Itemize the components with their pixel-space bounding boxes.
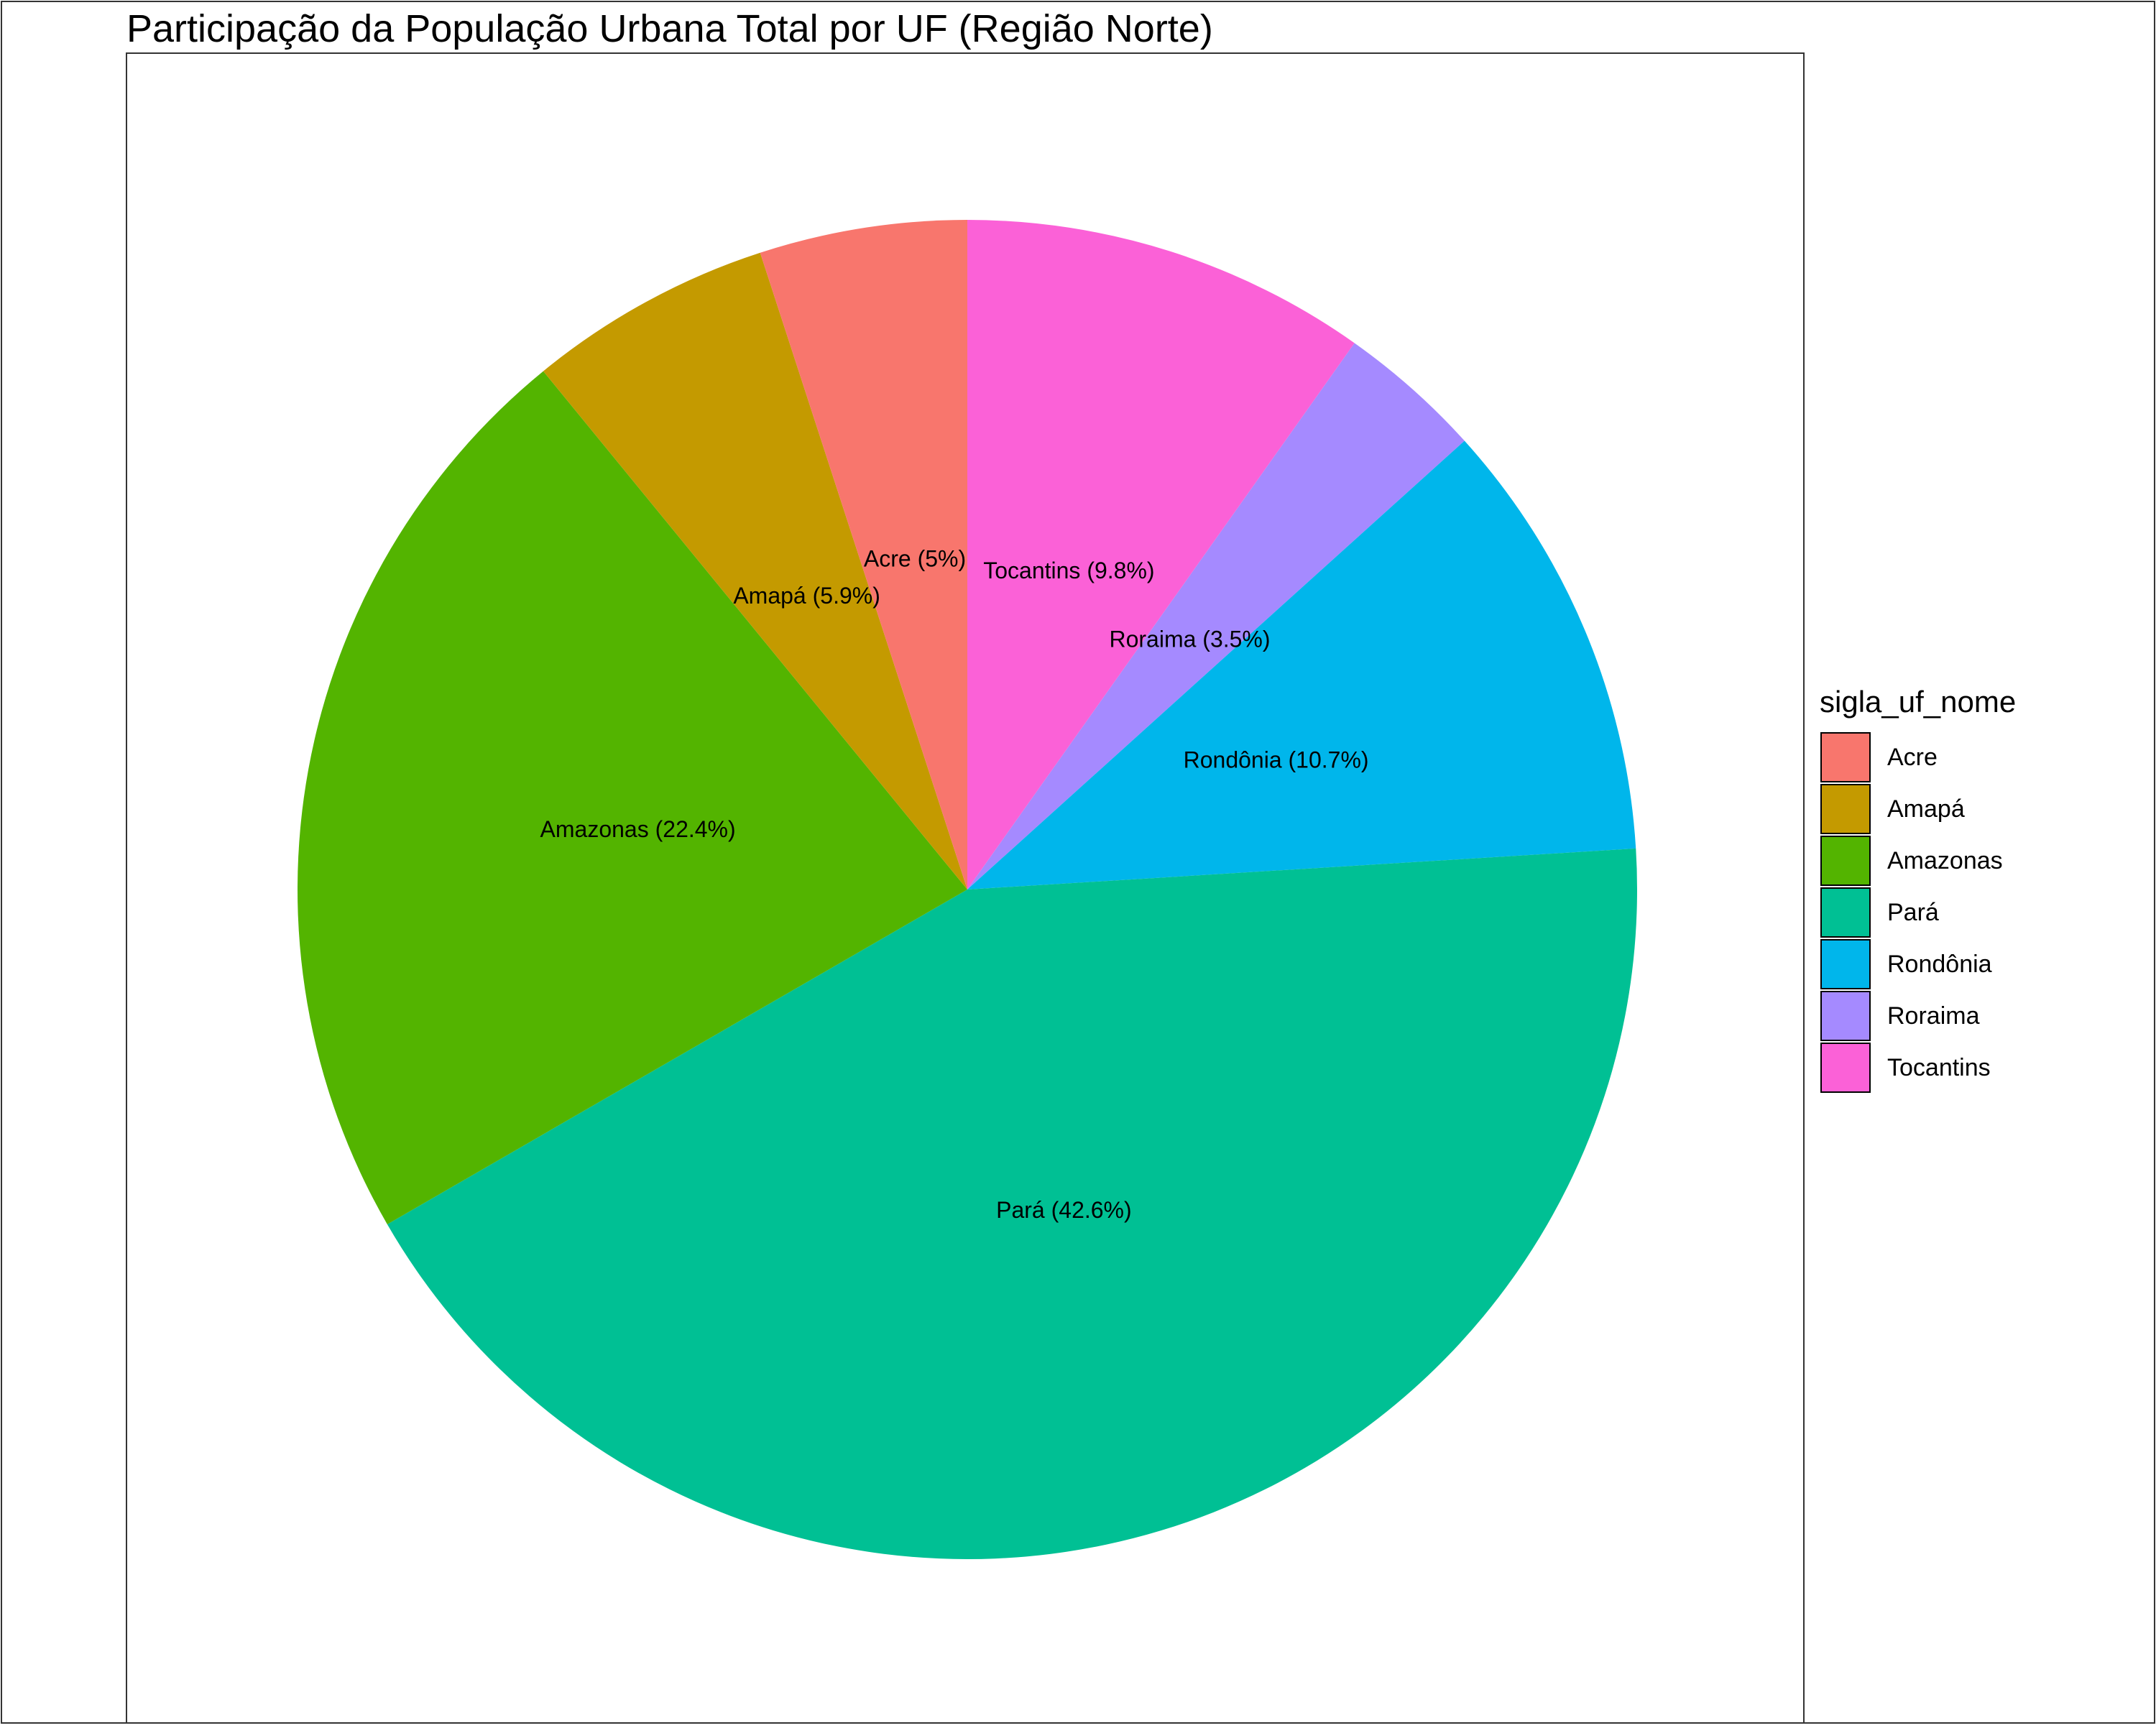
legend-swatch-tocantins	[1820, 1043, 1871, 1093]
legend-swatch-roraima	[1820, 991, 1871, 1041]
legend-label-para: Pará	[1887, 899, 1939, 926]
legend-label-acre: Acre	[1887, 744, 1938, 771]
legend-item-para: Pará	[1820, 887, 1939, 938]
legend-item-acre: Acre	[1820, 732, 1938, 782]
slice-label-para: Pará (42.6%)	[996, 1197, 1132, 1223]
slice-label-roraima: Roraima (3.5%)	[1109, 627, 1270, 652]
legend-item-rondonia: Rondônia	[1820, 939, 1992, 989]
legend-label-amapa: Amapá	[1887, 795, 1965, 823]
legend-item-tocantins: Tocantins	[1820, 1043, 1991, 1093]
pie-slice-para	[387, 848, 1638, 1560]
pie-slice-amazonas	[297, 371, 967, 1224]
legend-swatch-rondonia	[1820, 939, 1871, 989]
legend-item-roraima: Roraima	[1820, 991, 1980, 1041]
legend-item-amapa: Amapá	[1820, 784, 1965, 834]
legend-title: sigla_uf_nome	[1820, 685, 2016, 719]
slice-label-amazonas: Amazonas (22.4%)	[540, 816, 736, 842]
legend-swatch-para	[1820, 887, 1871, 938]
slice-label-tocantins: Tocantins (9.8%)	[983, 558, 1154, 583]
legend-swatch-amazonas	[1820, 836, 1871, 886]
pie-slice-amapa	[543, 252, 967, 890]
pie-slice-tocantins	[967, 220, 1355, 890]
slice-label-rondonia: Rondônia (10.7%)	[1184, 747, 1369, 773]
pie-slice-rondonia	[967, 440, 1636, 890]
legend-label-tocantins: Tocantins	[1887, 1054, 1991, 1081]
legend: Acre Amapá Amazonas Pará Rondônia Roraima Toca…	[1820, 732, 2003, 1093]
legend-label-amazonas: Amazonas	[1887, 847, 2003, 874]
slice-label-acre: Acre (5%)	[864, 546, 966, 572]
legend-item-amazonas: Amazonas	[1820, 836, 2003, 886]
slice-label-amapa: Amapá (5.9%)	[733, 583, 880, 609]
pie-slice-roraima	[967, 343, 1465, 890]
legend-swatch-acre	[1820, 732, 1871, 782]
legend-swatch-amapa	[1820, 784, 1871, 834]
chart-title: Participação da População Urbana Total p…	[126, 7, 1213, 50]
pie-slice-acre	[760, 220, 967, 890]
legend-label-rondonia: Rondônia	[1887, 951, 1992, 978]
pie-slices	[297, 220, 1638, 1560]
legend-label-roraima: Roraima	[1887, 1002, 1980, 1030]
pie-slice-labels: Tocantins (9.8%) Roraima (3.5%) Rondônia (…	[540, 546, 1369, 1223]
